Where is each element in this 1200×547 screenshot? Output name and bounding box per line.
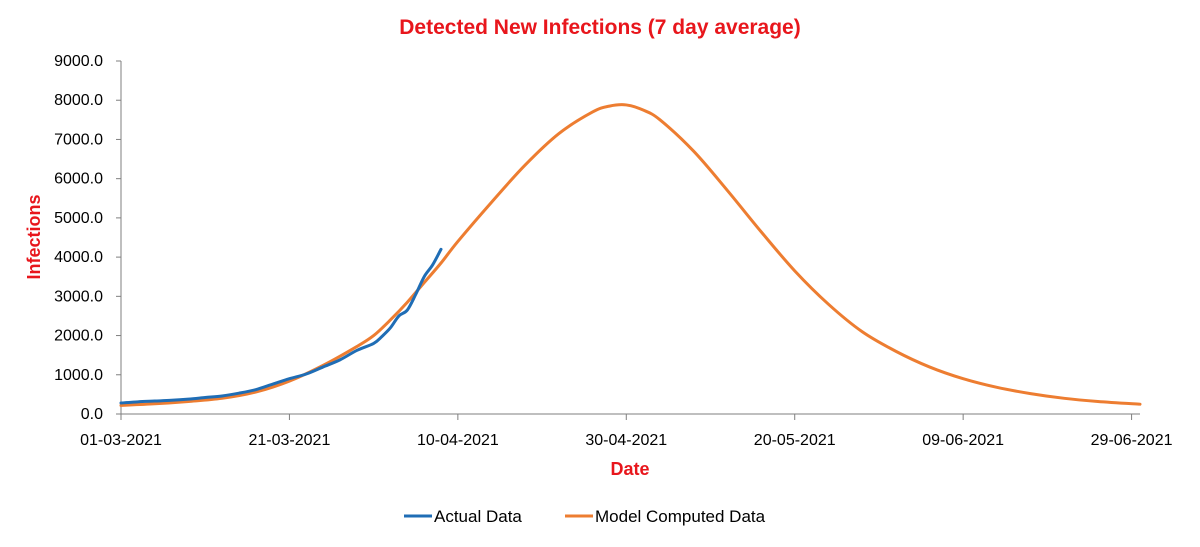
x-axis-title: Date: [610, 459, 649, 479]
x-tick-label: 20-05-2021: [754, 432, 836, 449]
x-tick-label: 01-03-2021: [80, 432, 162, 449]
series-layer: [119, 103, 1142, 407]
y-tick-label: 9000.0: [54, 53, 103, 70]
y-axis-title: Infections: [24, 194, 44, 279]
series-model-computed-line: [119, 103, 1142, 407]
y-tick-label: 6000.0: [54, 171, 103, 188]
y-tick-label: 1000.0: [54, 367, 103, 384]
legend-actual-data-label: Actual Data: [434, 507, 522, 526]
y-tick-label: 5000.0: [54, 210, 103, 227]
x-axis: 01-03-2021 21-03-2021 10-04-2021 30-04-2021…: [80, 413, 1173, 449]
x-tick-label: 10-04-2021: [417, 432, 499, 449]
legend: Actual Data Model Computed Data: [404, 507, 766, 526]
chart-title: Detected New Infections (7 day average): [399, 16, 800, 39]
y-tick-label: 2000.0: [54, 328, 103, 345]
x-tick-label: 30-04-2021: [585, 432, 667, 449]
y-tick-label: 0.0: [81, 406, 103, 423]
y-tick-label: 8000.0: [54, 92, 103, 109]
y-tick-label: 7000.0: [54, 131, 103, 148]
legend-model-computed-data-label: Model Computed Data: [595, 507, 766, 526]
y-axis: 0.0 1000.0 2000.0 3000.0 4000.0 5000.0 6000.0 7…: [54, 53, 122, 423]
series-actual-data-line: [119, 247, 443, 405]
y-tick-label: 3000.0: [54, 288, 103, 305]
x-tick-label: 09-06-2021: [922, 432, 1004, 449]
x-tick-label: 21-03-2021: [249, 432, 331, 449]
y-tick-label: 4000.0: [54, 249, 103, 266]
x-tick-label: 29-06-2021: [1091, 432, 1173, 449]
